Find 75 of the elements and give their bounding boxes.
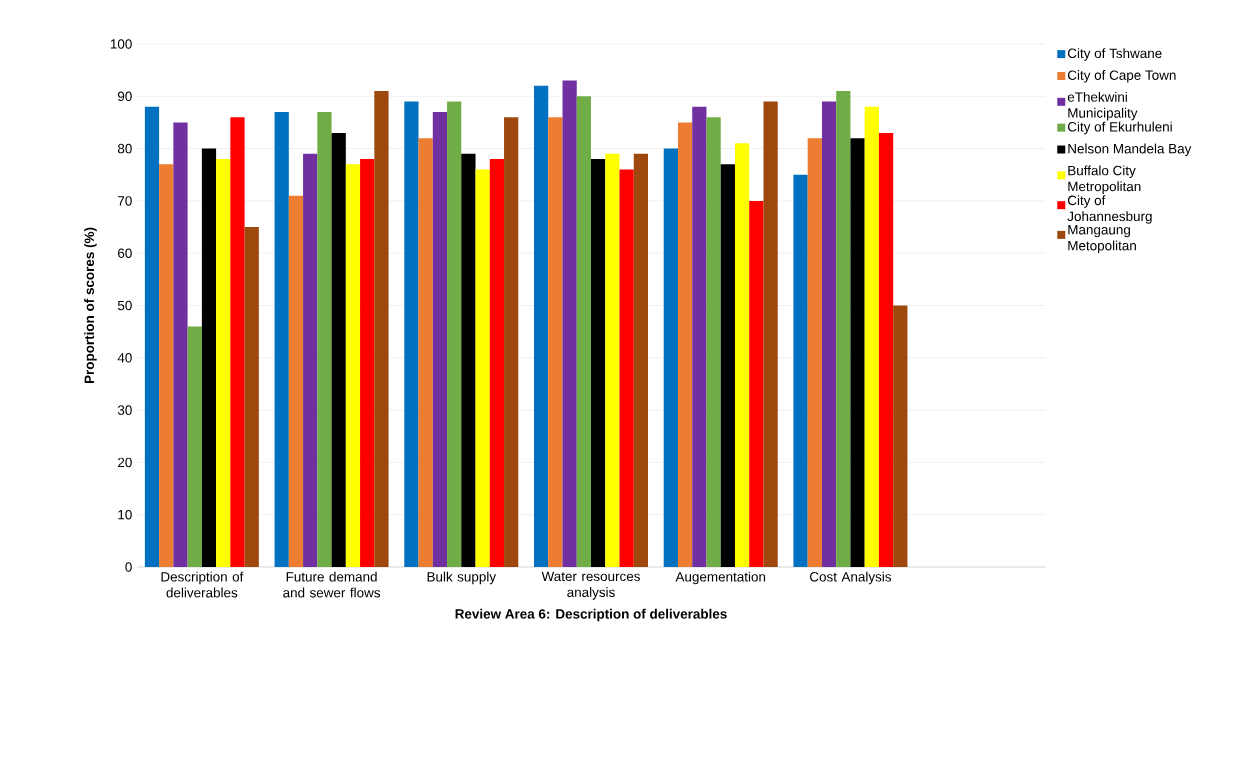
bar bbox=[864, 106, 879, 567]
bar bbox=[230, 117, 245, 567]
bar bbox=[303, 153, 318, 567]
x-tick-label: Description of deliverables bbox=[161, 571, 244, 598]
bar bbox=[591, 159, 606, 567]
bar bbox=[461, 153, 476, 567]
x-tick-label: Water resources analysis bbox=[541, 571, 640, 600]
legend-label: City of Ekurhuleni bbox=[1067, 121, 1172, 135]
legend-label: City of Johannesburg bbox=[1067, 195, 1152, 224]
bar bbox=[534, 85, 549, 567]
bar bbox=[576, 96, 591, 567]
x-tick-label: Augementation bbox=[675, 571, 766, 585]
bar bbox=[562, 80, 577, 567]
bar bbox=[360, 159, 375, 567]
bar bbox=[404, 101, 419, 567]
y-tick-label: 80 bbox=[117, 143, 132, 154]
bar bbox=[893, 305, 908, 567]
legend-label: City of Cape Town bbox=[1067, 70, 1176, 83]
bar bbox=[793, 174, 808, 567]
y-tick-label: 100 bbox=[110, 39, 132, 49]
bar bbox=[144, 106, 160, 567]
bar bbox=[548, 117, 563, 567]
bar bbox=[317, 111, 332, 567]
y-tick-label: 90 bbox=[117, 91, 132, 102]
bar bbox=[201, 148, 217, 567]
bar bbox=[475, 169, 490, 567]
bar bbox=[159, 164, 174, 567]
bar bbox=[331, 132, 346, 567]
legend-label: eThekwini Municipality bbox=[1067, 91, 1138, 121]
bar bbox=[489, 159, 505, 567]
legend-label: Buffalo City Metropolitan bbox=[1068, 165, 1141, 194]
y-tick-label: 10 bbox=[118, 509, 132, 520]
bar bbox=[432, 111, 448, 567]
bar bbox=[633, 153, 648, 567]
bar bbox=[418, 138, 433, 567]
bar bbox=[173, 122, 188, 567]
y-tick-label: 60 bbox=[118, 248, 132, 258]
bar bbox=[187, 326, 202, 567]
bar bbox=[619, 169, 634, 567]
bar bbox=[677, 122, 693, 567]
bar bbox=[763, 101, 778, 567]
y-tick-label: 70 bbox=[118, 196, 132, 206]
x-tick-label: Future demand and sewer flows bbox=[283, 571, 381, 598]
bar bbox=[345, 164, 361, 567]
bar bbox=[706, 117, 721, 567]
y-tick-label: 0 bbox=[125, 562, 132, 572]
bar bbox=[288, 195, 304, 567]
legend-label: City of Tshwane bbox=[1067, 48, 1162, 61]
bar bbox=[663, 148, 678, 567]
x-axis-title: Review Area 6: Description of deliverables bbox=[455, 608, 727, 622]
y-tick-label: 30 bbox=[117, 405, 132, 415]
bar bbox=[720, 164, 735, 567]
x-tick-label: Bulk supply bbox=[427, 571, 497, 585]
bar bbox=[692, 106, 707, 567]
bar bbox=[850, 138, 865, 567]
bar bbox=[749, 200, 764, 567]
x-tick-label: Cost Analysis bbox=[810, 571, 892, 585]
bar bbox=[244, 227, 259, 567]
bar bbox=[836, 91, 851, 567]
y-axis-title: Proportion of scores (%) bbox=[84, 227, 97, 384]
bar bbox=[878, 132, 894, 567]
legend-label: Nelson Mandela Bay bbox=[1068, 143, 1192, 157]
y-tick-label: 50 bbox=[117, 300, 132, 311]
bar bbox=[605, 153, 620, 567]
bar bbox=[274, 111, 289, 567]
bar bbox=[447, 101, 462, 567]
y-tick-label: 40 bbox=[117, 353, 132, 363]
bar bbox=[374, 91, 389, 567]
bar bbox=[504, 117, 519, 567]
y-tick-label: 20 bbox=[118, 457, 132, 468]
bar bbox=[734, 143, 750, 567]
bar bbox=[821, 101, 837, 567]
legend-label: Mangaung Metopolitan bbox=[1068, 225, 1136, 254]
bar bbox=[807, 138, 822, 567]
bar bbox=[216, 159, 231, 567]
